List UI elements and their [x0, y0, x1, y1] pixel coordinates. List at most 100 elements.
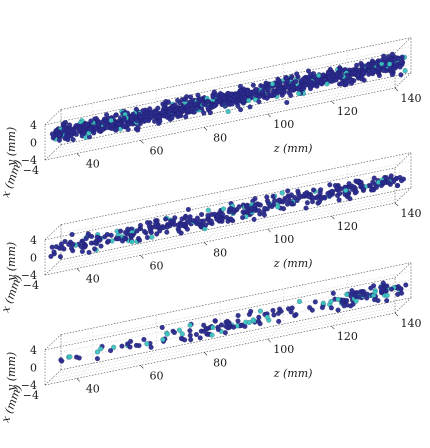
data-point: [176, 228, 182, 234]
data-point: [247, 104, 253, 110]
data-point: [261, 212, 267, 218]
gridline-z-floor-2: [203, 111, 221, 128]
box-edge-0: [44, 312, 396, 386]
data-point: [264, 194, 270, 200]
data-point: [238, 107, 244, 113]
data-point: [79, 238, 85, 244]
data-point: [70, 241, 76, 247]
data-point: [147, 226, 153, 232]
box-edge-11: [394, 37, 412, 54]
y-tick-label: 4: [30, 344, 37, 357]
data-point: [336, 197, 342, 203]
data-point: [361, 186, 367, 192]
z-axis-title: z (mm): [273, 257, 313, 270]
data-point: [285, 188, 291, 194]
data-point: [380, 287, 386, 293]
data-point: [240, 209, 246, 215]
data-point: [81, 128, 87, 134]
data-point: [347, 196, 353, 202]
gridline-back-y-3: [60, 46, 412, 119]
z-tick-label: 80: [213, 356, 227, 369]
data-point: [128, 233, 134, 239]
data-point: [355, 72, 361, 78]
data-point: [312, 299, 318, 305]
z-tick-label: 120: [337, 105, 358, 118]
data-point: [129, 116, 135, 122]
data-point: [57, 254, 63, 260]
data-point: [285, 79, 291, 85]
data-point: [49, 131, 55, 137]
data-point: [240, 97, 246, 103]
box-edge-10: [394, 72, 412, 89]
x-axis-title: x (mm): [0, 158, 25, 199]
data-point: [175, 97, 181, 103]
data-point: [289, 200, 295, 206]
gridline-z-floor-0: [76, 138, 93, 154]
z-tick-mark: [267, 228, 271, 233]
data-point: [326, 70, 332, 76]
data-point: [134, 118, 140, 124]
data-point: [257, 321, 263, 327]
data-point: [324, 81, 330, 87]
gridline-floor-x-3: [56, 301, 408, 374]
data-point: [276, 318, 282, 324]
data-point: [381, 180, 387, 186]
data-point: [360, 69, 366, 75]
data-point: [138, 114, 144, 120]
data-point: [59, 358, 65, 364]
y-tick-label: 4: [30, 119, 37, 132]
data-point: [372, 68, 378, 74]
data-point: [244, 205, 250, 211]
data-point: [389, 72, 395, 78]
data-point: [235, 318, 241, 324]
gridline-z-floor-3: [267, 98, 284, 115]
gridline-floor-x-2: [52, 80, 404, 153]
data-point: [199, 212, 205, 218]
data-point: [335, 296, 341, 302]
y-tick-label: 4: [30, 234, 37, 247]
data-point: [215, 327, 221, 333]
box-edge-8: [44, 259, 62, 276]
data-point: [220, 206, 226, 212]
data-point: [152, 118, 158, 124]
data-point: [163, 216, 169, 222]
box-edge-2: [60, 72, 412, 146]
z-tick-label: 40: [86, 157, 100, 170]
data-point: [161, 104, 167, 110]
data-point: [395, 291, 401, 297]
data-point: [259, 89, 265, 95]
z-tick-label: 100: [273, 118, 294, 131]
data-point: [285, 201, 291, 207]
data-point: [164, 331, 170, 337]
data-point: [148, 344, 154, 350]
box-edge-10: [394, 297, 412, 314]
data-point: [270, 193, 276, 199]
data-point: [301, 85, 307, 91]
data-point: [373, 184, 379, 190]
data-point: [256, 208, 262, 214]
data-point: [84, 122, 90, 128]
data-point: [125, 126, 131, 132]
data-point: [310, 195, 316, 201]
z-tick-label: 60: [149, 144, 163, 157]
data-point: [213, 92, 219, 98]
box-edge-8: [44, 144, 62, 161]
data-point: [98, 346, 104, 352]
data-point: [185, 207, 191, 213]
data-point: [182, 96, 188, 102]
data-point: [172, 222, 178, 228]
box-edge-11: [394, 152, 412, 169]
data-point: [269, 204, 275, 210]
z-tick-label: 40: [86, 272, 100, 285]
data-point: [62, 239, 68, 245]
data-point: [92, 246, 98, 252]
data-point: [402, 68, 408, 74]
data-point: [172, 102, 178, 108]
data-point: [129, 239, 135, 245]
data-point: [267, 92, 273, 98]
data-point: [85, 231, 91, 237]
data-point: [65, 134, 71, 140]
data-point: [335, 307, 341, 313]
data-point: [201, 110, 207, 116]
data-point: [148, 113, 154, 119]
